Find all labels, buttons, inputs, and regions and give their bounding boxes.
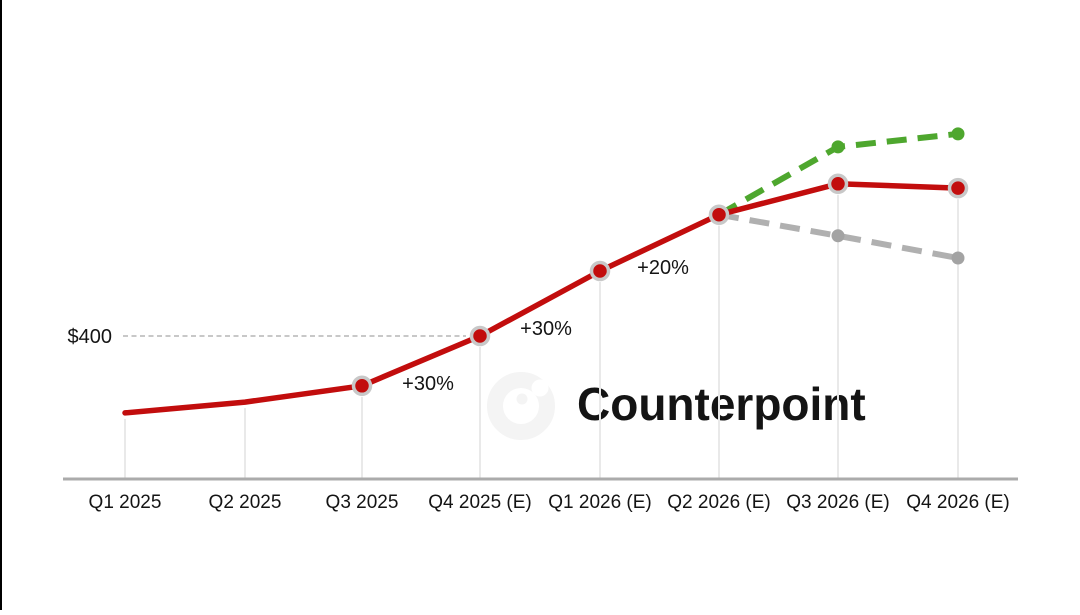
x-tick-label-6: Q3 2026 (E) [786,492,890,513]
growth-annotation-1: +30% [520,318,572,340]
x-tick-label-7: Q4 2026 (E) [906,492,1010,513]
actual-base-marker-2 [351,375,373,397]
x-tick-label-3: Q4 2025 (E) [428,492,532,513]
growth-annotation-0: +30% [402,373,454,395]
watermark-logo-dot [516,393,528,405]
left-edge-line [0,0,2,610]
actual-base-marker-4 [589,260,611,282]
x-tick-label-0: Q1 2025 [89,492,162,513]
x-tick-label-1: Q2 2025 [209,492,282,513]
actual-base-marker-6 [827,173,849,195]
actual-base-marker-7 [947,177,969,199]
x-tick-label-5: Q2 2026 (E) [667,492,771,513]
watermark-logo-gap [531,379,549,397]
watermark-logo-ring [487,372,555,440]
bear-scenario-line [718,211,959,261]
actual-base-line [122,181,961,416]
reference-value-label: $400 [68,326,113,348]
bear-scenario-point-1 [831,229,845,243]
actual-base-marker-3 [469,325,491,347]
x-tick-label-4: Q1 2026 (E) [548,492,652,513]
actual-base-marker-5 [708,204,730,225]
growth-annotation-2: +20% [637,257,689,279]
x-tick-label-2: Q3 2025 [326,492,399,513]
bull-scenario-point-2 [951,127,965,141]
watermark-text: Counterpoint [577,378,866,430]
bull-scenario-point-1 [831,140,845,154]
bear-scenario-point-2 [951,251,965,265]
